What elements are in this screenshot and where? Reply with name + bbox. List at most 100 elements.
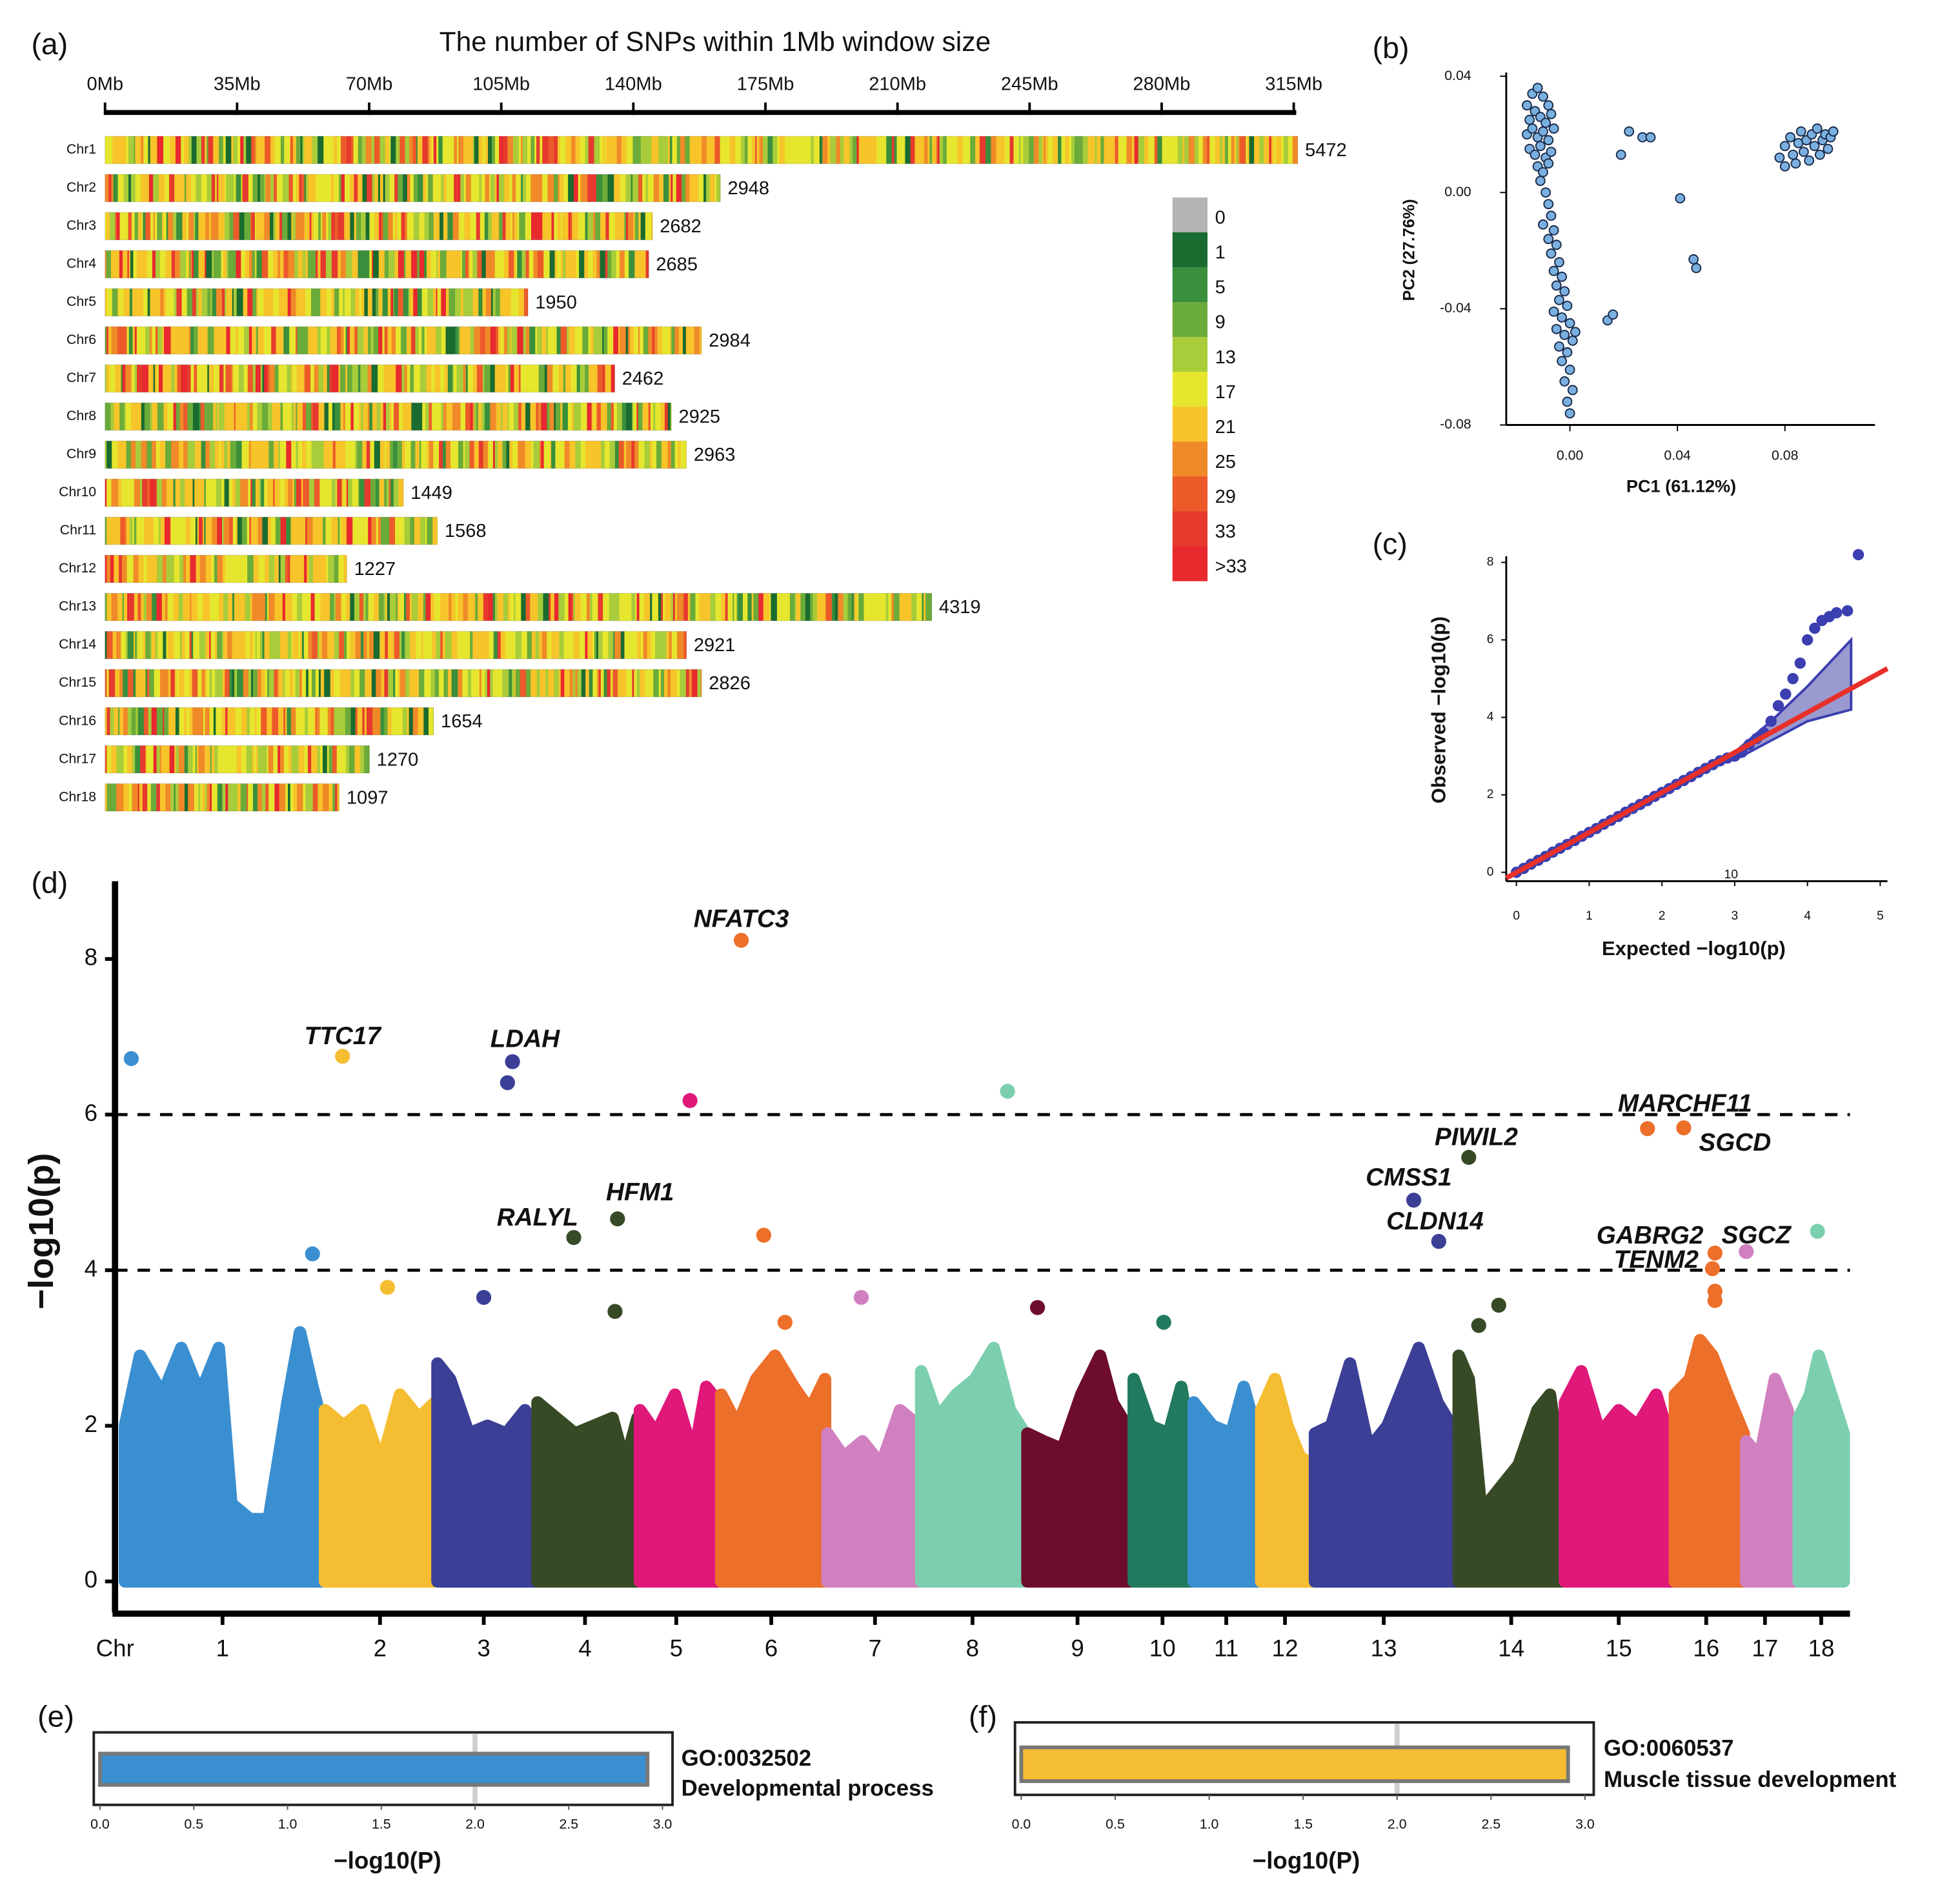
density-stripe (264, 212, 270, 240)
density-stripe (362, 707, 365, 735)
density-stripe (311, 441, 315, 469)
density-stripe (671, 441, 676, 469)
density-stripe (222, 783, 226, 811)
density-stripe (458, 327, 460, 354)
panel-label: (f) (969, 1699, 997, 1733)
density-stripe (343, 327, 347, 354)
density-stripe (273, 212, 276, 240)
density-stripe (434, 669, 439, 697)
density-stripe (213, 250, 220, 278)
density-stripe (541, 631, 547, 659)
density-stripe (624, 631, 630, 659)
density-stripe (111, 174, 114, 202)
density-stripe (174, 365, 178, 392)
density-stripe (232, 631, 237, 659)
density-stripe (747, 136, 753, 164)
density-stripe (380, 403, 384, 430)
density-stripe (578, 327, 583, 354)
density-stripe (256, 288, 259, 316)
density-stripe (308, 555, 314, 583)
density-stripe (255, 631, 258, 659)
density-stripe (410, 631, 416, 659)
snp-count: 5472 (1305, 140, 1347, 161)
density-stripe (485, 174, 490, 202)
density-stripe (578, 212, 585, 240)
density-stripe (252, 327, 257, 354)
density-stripe (111, 327, 118, 354)
density-stripe (429, 707, 434, 735)
density-stripe (578, 174, 581, 202)
density-stripe (432, 631, 437, 659)
density-stripe (918, 593, 923, 621)
density-stripe (261, 250, 268, 278)
density-stripe (607, 365, 612, 392)
density-stripe (528, 212, 532, 240)
density-stripe (447, 365, 453, 392)
density-stripe (467, 669, 472, 697)
density-stripe (318, 136, 324, 164)
density-stripe (605, 365, 608, 392)
gene-label: TENM2 (1614, 1246, 1699, 1273)
density-stripe (364, 745, 370, 773)
density-stripe (998, 136, 1005, 164)
density-stripe (174, 669, 177, 697)
density-stripe (141, 593, 145, 621)
density-stripe (119, 707, 124, 735)
density-stripe (152, 441, 157, 469)
x-tick-label: 105Mb (472, 74, 530, 94)
density-stripe (121, 479, 126, 507)
density-stripe (120, 517, 126, 545)
density-stripe (989, 136, 991, 164)
density-stripe (389, 136, 391, 164)
density-stripe (419, 365, 427, 392)
density-stripe (354, 669, 360, 697)
density-stripe (231, 555, 237, 583)
density-stripe (197, 593, 203, 621)
density-stripe (117, 441, 124, 469)
density-stripe (732, 593, 734, 621)
density-stripe (268, 403, 273, 430)
snp-point (305, 1246, 320, 1262)
density-stripe (546, 327, 549, 354)
density-stripe (1209, 136, 1216, 164)
density-stripe (522, 136, 528, 164)
density-stripe (634, 136, 642, 164)
density-stripe (570, 212, 573, 240)
density-stripe (641, 631, 644, 659)
pca-point (1559, 286, 1570, 297)
x-tick-label: 1.5 (1293, 1816, 1313, 1832)
density-stripe (847, 593, 852, 621)
density-stripe (201, 136, 205, 164)
density-stripe (488, 136, 492, 164)
density-stripe (1206, 136, 1210, 164)
density-stripe (236, 745, 242, 773)
density-stripe (368, 517, 372, 545)
density-stripe (484, 365, 491, 392)
density-stripe (219, 327, 227, 354)
density-stripe (920, 136, 925, 164)
density-stripe (1274, 136, 1277, 164)
density-stripe (299, 555, 305, 583)
density-stripe (205, 441, 210, 469)
density-stripe (633, 403, 636, 430)
density-stripe (931, 593, 932, 621)
density-stripe (163, 136, 167, 164)
density-stripe (244, 212, 251, 240)
density-stripe (314, 365, 319, 392)
density-stripe (530, 174, 538, 202)
density-stripe (298, 441, 303, 469)
density-stripe (598, 327, 603, 354)
density-stripe (395, 669, 399, 697)
density-stripe (1236, 136, 1239, 164)
density-stripe (611, 669, 613, 697)
legend-label: 17 (1215, 382, 1236, 403)
row-label: Chr8 (66, 408, 96, 423)
density-stripe (680, 669, 687, 697)
density-stripe (689, 136, 696, 164)
density-stripe (421, 441, 428, 469)
density-stripe (856, 593, 859, 621)
density-stripe (379, 136, 386, 164)
density-stripe (125, 365, 132, 392)
density-stripe (109, 365, 116, 392)
density-stripe (217, 745, 221, 773)
